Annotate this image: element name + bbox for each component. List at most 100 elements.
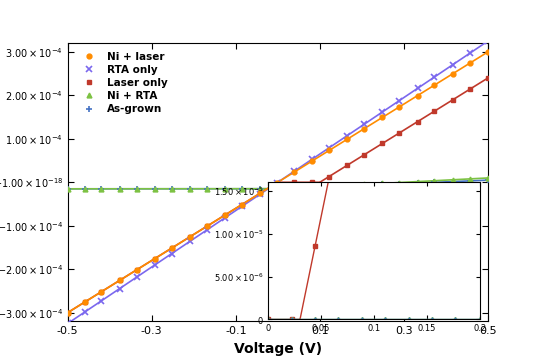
Ni + laser (396, 105, 403, 109)
Ni + RTA (379, 181, 386, 186)
RTA only (291, 169, 297, 174)
Ni + RTA (414, 179, 421, 184)
Ni + RTA (396, 180, 403, 185)
RTA only (152, 263, 158, 267)
Ni + RTA (64, 187, 71, 191)
RTA only (326, 146, 332, 150)
Ni + laser (257, 191, 263, 195)
Laser only (309, 180, 315, 184)
RTA only (449, 62, 456, 67)
Line: Ni + RTA: Ni + RTA (66, 175, 490, 191)
Laser only (396, 131, 403, 135)
Laser only (274, 180, 280, 185)
Ni + RTA (81, 187, 88, 191)
Ni + laser (133, 268, 140, 272)
As-grown (64, 187, 71, 191)
Line: Laser only: Laser only (66, 76, 490, 315)
Ni + laser (169, 246, 175, 250)
Ni + laser (379, 115, 386, 119)
Laser only (204, 224, 210, 229)
As-grown (291, 186, 297, 190)
Ni + laser (117, 278, 123, 283)
RTA only (344, 134, 351, 138)
Laser only (414, 119, 421, 124)
As-grown (133, 187, 140, 191)
RTA only (117, 286, 123, 291)
As-grown (326, 184, 332, 189)
RTA only (361, 122, 367, 126)
As-grown (222, 187, 228, 191)
RTA only (98, 299, 105, 303)
Ni + laser (81, 300, 88, 304)
Ni + RTA (133, 187, 140, 191)
Ni + laser (344, 137, 351, 141)
As-grown (466, 179, 473, 183)
Laser only (222, 213, 228, 217)
Laser only (152, 256, 158, 261)
Line: Ni + laser: Ni + laser (66, 49, 490, 315)
Ni + RTA (169, 187, 175, 191)
As-grown (204, 187, 210, 191)
RTA only (238, 204, 245, 209)
As-grown (274, 187, 280, 191)
Ni + RTA (344, 183, 351, 187)
RTA only (222, 216, 228, 220)
As-grown (309, 185, 315, 190)
Ni + RTA (466, 177, 473, 181)
Ni + laser (238, 203, 245, 207)
Ni + laser (222, 213, 228, 217)
Ni + RTA (431, 179, 438, 183)
As-grown (169, 187, 175, 191)
RTA only (485, 39, 491, 43)
Ni + RTA (326, 184, 332, 188)
RTA only (81, 310, 88, 314)
As-grown (152, 187, 158, 191)
Ni + laser (361, 127, 367, 131)
Laser only (431, 109, 438, 113)
Laser only (291, 180, 297, 184)
Ni + laser (485, 50, 491, 54)
As-grown (414, 181, 421, 185)
Ni + RTA (291, 186, 297, 190)
Ni + laser (64, 310, 71, 315)
RTA only (187, 239, 193, 243)
Laser only (238, 203, 245, 207)
Laser only (133, 268, 140, 272)
As-grown (81, 187, 88, 191)
Ni + RTA (187, 187, 193, 191)
Ni + RTA (117, 187, 123, 191)
Ni + RTA (98, 187, 105, 191)
Ni + laser (449, 71, 456, 76)
Laser only (485, 76, 491, 80)
Ni + RTA (485, 176, 491, 180)
RTA only (169, 251, 175, 256)
Laser only (81, 300, 88, 304)
Ni + laser (431, 83, 438, 87)
Laser only (257, 191, 263, 195)
Ni + RTA (257, 187, 263, 191)
Laser only (449, 98, 456, 102)
RTA only (133, 275, 140, 279)
As-grown (431, 180, 438, 184)
Ni + laser (98, 290, 105, 294)
Laser only (98, 290, 105, 294)
Laser only (169, 246, 175, 250)
As-grown (187, 187, 193, 191)
Laser only (379, 141, 386, 145)
Ni + RTA (361, 182, 367, 187)
Ni + laser (466, 61, 473, 65)
Ni + laser (309, 159, 315, 163)
RTA only (257, 192, 263, 196)
RTA only (64, 321, 71, 326)
Laser only (187, 235, 193, 239)
RTA only (379, 110, 386, 114)
Laser only (361, 153, 367, 157)
Line: RTA only: RTA only (65, 38, 491, 326)
RTA only (274, 180, 280, 185)
RTA only (466, 51, 473, 56)
Legend: Ni + laser, RTA only, Laser only, Ni + RTA, As-grown: Ni + laser, RTA only, Laser only, Ni + R… (73, 48, 171, 117)
RTA only (204, 228, 210, 232)
Ni + RTA (238, 187, 245, 191)
Ni + RTA (204, 187, 210, 191)
Ni + RTA (274, 187, 280, 191)
